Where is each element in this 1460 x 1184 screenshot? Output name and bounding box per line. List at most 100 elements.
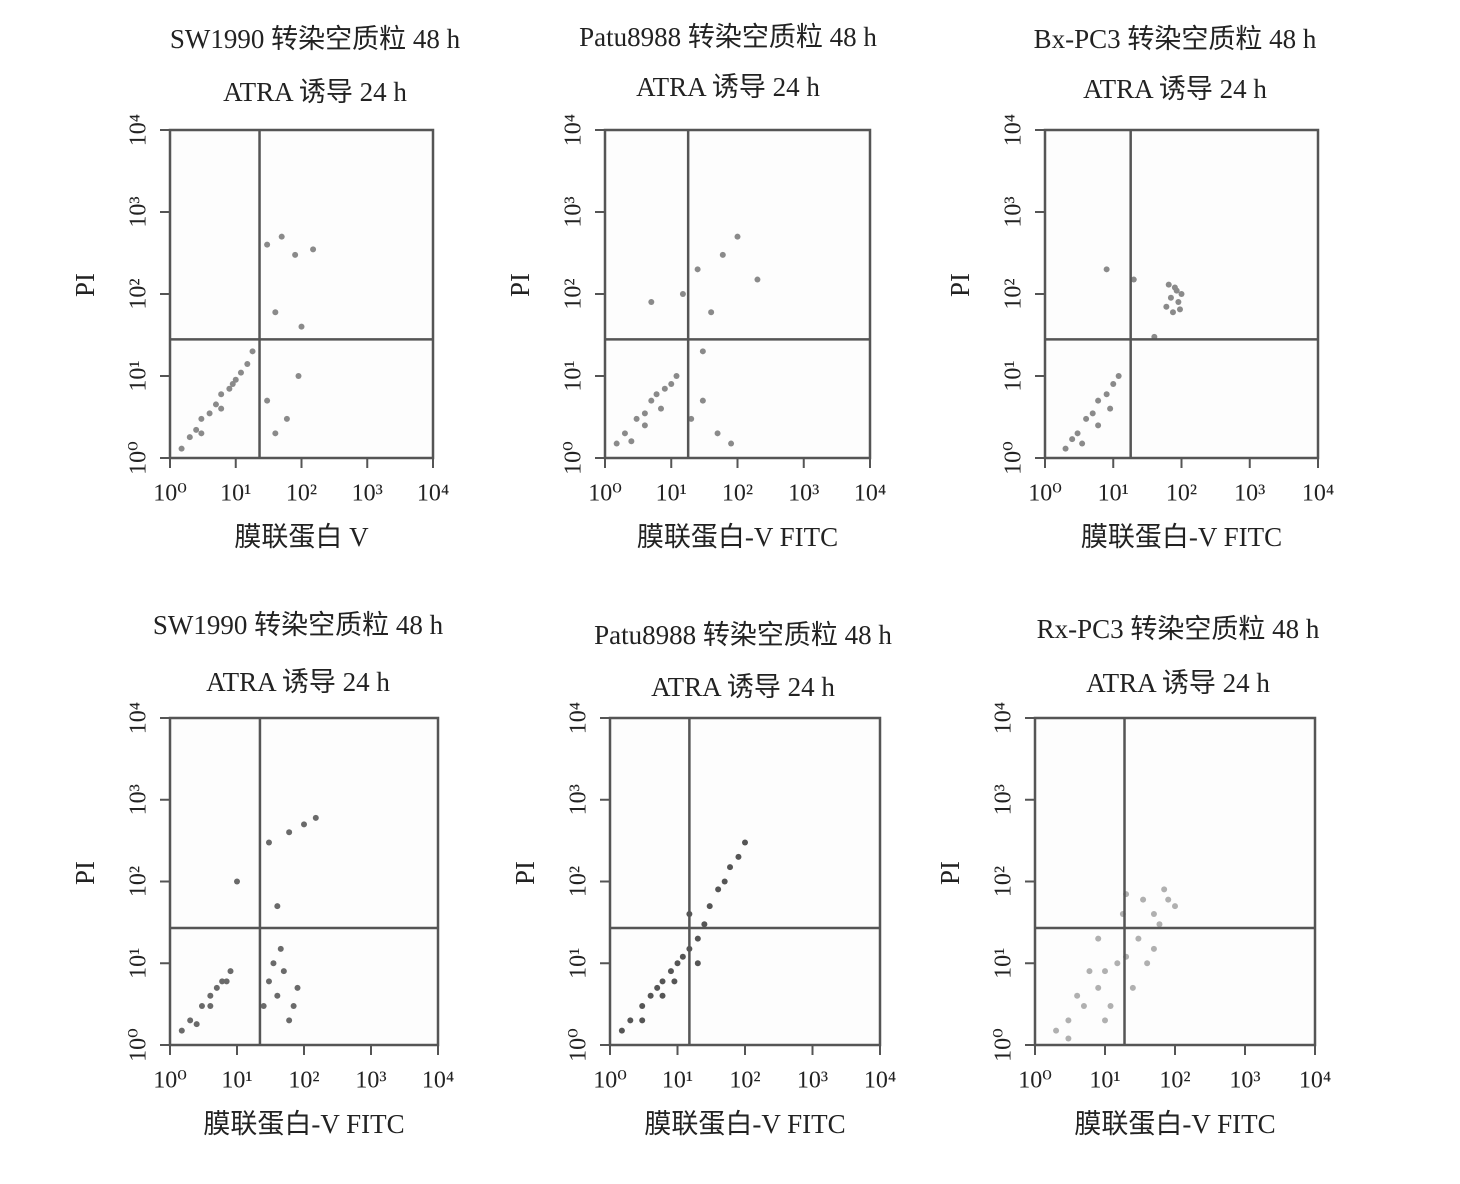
y-tick-label: 10⁰ [126, 1028, 152, 1062]
y-tick-label: 10⁴ [126, 114, 152, 146]
chart-title: Rx-PC3 转染空质粒 48 h [1037, 614, 1320, 644]
event-dot [1163, 303, 1170, 310]
event-dot [283, 415, 290, 422]
event-dot [688, 415, 695, 422]
event-dot [274, 992, 281, 999]
x-tick-label: 10⁴ [417, 481, 449, 507]
y-axis-label: PI [505, 273, 535, 297]
event-dot [1176, 306, 1183, 313]
x-tick-label: 10⁰ [1018, 1068, 1052, 1094]
event-dot [234, 878, 240, 885]
event-dot [277, 945, 284, 952]
x-tick-label: 10² [1166, 481, 1197, 507]
event-dot [706, 903, 713, 910]
y-tick-label: 10² [561, 278, 587, 309]
y-tick-label: 10¹ [126, 360, 152, 391]
event-dot [280, 968, 287, 975]
event-dot [1065, 1035, 1072, 1042]
event-dot [264, 397, 271, 404]
event-dot [657, 405, 664, 412]
y-tick-label: 10¹ [561, 360, 587, 391]
plot-frame [603, 128, 872, 460]
event-dot [1115, 373, 1122, 379]
x-tick-label: 10² [729, 1068, 760, 1094]
event-dot [218, 405, 225, 412]
chart-subtitle: ATRA 诱导 24 h [206, 667, 390, 697]
event-dot [310, 246, 317, 253]
event-dot [1156, 921, 1163, 928]
x-tick-label: 10⁰ [593, 1068, 627, 1094]
x-tick-label: 10⁰ [153, 1068, 187, 1094]
event-dot [207, 992, 214, 999]
event-dot [298, 323, 305, 330]
event-dot [1140, 896, 1147, 903]
event-dot [659, 978, 666, 985]
event-dot [1169, 309, 1176, 316]
event-dot [301, 821, 307, 828]
event-dot [715, 886, 722, 893]
y-tick-label: 10³ [561, 196, 587, 227]
event-dot [639, 1017, 646, 1024]
y-tick-label: 10⁴ [126, 702, 152, 734]
event-dot [249, 348, 256, 355]
event-dot [187, 1017, 194, 1024]
event-dot [618, 1027, 625, 1034]
event-dot [244, 361, 251, 368]
x-tick-label: 10⁴ [1299, 1068, 1331, 1094]
x-tick-label: 10⁴ [422, 1068, 454, 1094]
y-tick-label: 10² [1001, 278, 1027, 309]
panel: 10⁰ 10¹ 10² 10³ 10⁴ 10⁰ 10¹ 10² 10³ 10⁴ 膜联蛋白-V FIT… [505, 114, 886, 552]
event-dot [1095, 397, 1102, 404]
event-dot [1173, 287, 1180, 294]
event-dot [227, 968, 234, 975]
event-dot [232, 376, 239, 383]
event-dot [1165, 896, 1172, 903]
event-dot [694, 935, 701, 942]
x-axis-label: 膜联蛋白-V FITC [644, 1109, 845, 1139]
event-dot [312, 814, 319, 821]
event-dot [728, 440, 735, 447]
event-dot [212, 401, 219, 408]
event-dot [198, 415, 205, 422]
event-dot [1103, 391, 1110, 398]
chart-subtitle: ATRA 诱导 24 h [1083, 74, 1267, 104]
y-tick-label: 10² [991, 866, 1017, 897]
x-tick-label: 10² [1159, 1068, 1190, 1094]
event-dot [671, 978, 678, 985]
event-dot [679, 291, 686, 297]
event-dot [694, 960, 701, 967]
event-dot [621, 430, 628, 437]
event-dot [272, 430, 279, 437]
x-tick-label: 10⁰ [1028, 481, 1062, 507]
event-dot [727, 864, 734, 871]
event-dot [735, 853, 742, 860]
event-dot [1107, 1002, 1114, 1009]
y-axis-label: PI [510, 861, 540, 885]
x-tick-label: 10¹ [221, 1068, 252, 1094]
event-dot [1130, 276, 1137, 283]
chart-title: Patu8988 转染空质粒 48 h [579, 22, 877, 52]
plot-frame [168, 716, 440, 1047]
y-tick-label: 10³ [991, 784, 1017, 815]
event-dot [1095, 935, 1102, 942]
event-dot [1062, 445, 1069, 452]
y-axis-label: PI [935, 861, 965, 885]
event-dot [1110, 380, 1117, 387]
event-dot [1175, 298, 1182, 305]
event-dot [1114, 960, 1121, 967]
event-dot [627, 1017, 634, 1024]
y-tick-label: 10⁰ [1001, 441, 1027, 475]
y-tick-label: 10⁴ [566, 702, 592, 734]
x-tick-label: 10² [722, 481, 753, 507]
event-dot [1102, 1017, 1108, 1024]
event-dot [654, 984, 661, 991]
event-dot [198, 430, 205, 437]
event-dot [647, 992, 654, 999]
event-dot [294, 984, 301, 991]
event-dot [1150, 945, 1157, 952]
event-dot [193, 426, 200, 433]
x-tick-label: 10³ [1234, 481, 1265, 507]
x-tick-label: 10¹ [220, 481, 251, 507]
